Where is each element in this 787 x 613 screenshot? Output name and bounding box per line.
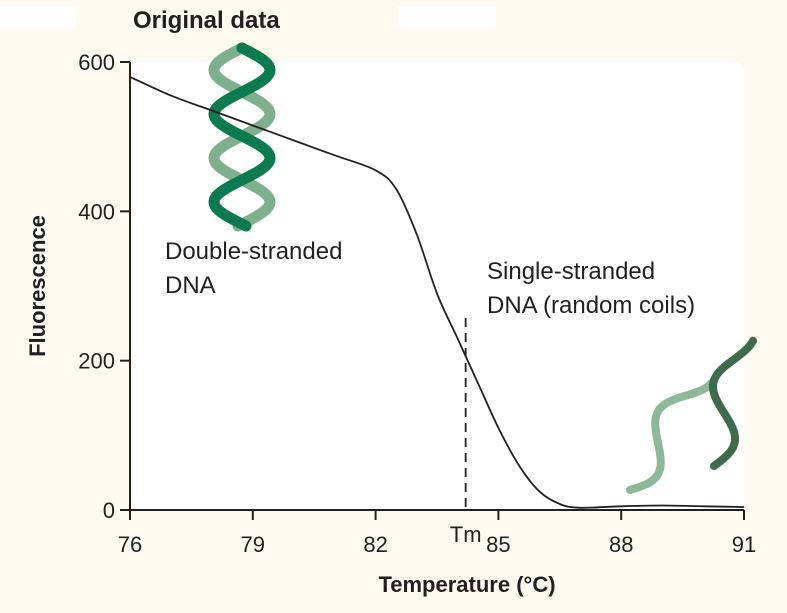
x-tick-label: 76 [118, 532, 142, 557]
header-box-left [0, 6, 76, 28]
helix-strand-dark [208, 42, 276, 232]
y-tick-label: 600 [78, 50, 115, 75]
y-tick-label: 0 [103, 498, 115, 523]
annotation-double-line1: Double-stranded [165, 238, 342, 265]
x-tick-label: 82 [363, 532, 387, 557]
y-tick-label: 400 [78, 199, 115, 224]
x-tick-label: 91 [732, 532, 756, 557]
y-ticks: 0 200 400 600 [78, 50, 130, 523]
coil-strand-left [626, 376, 718, 494]
x-ticks: 76 79 82 85 88 91 [118, 510, 756, 557]
x-axis-title: Temperature (°C) [378, 572, 555, 597]
annotation-double-line2: DNA [165, 272, 216, 299]
annotation-single-line1: Single-stranded [487, 258, 655, 285]
tm-label: Tm [450, 522, 482, 547]
coil-strand-right [709, 336, 757, 470]
x-tick-label: 88 [609, 532, 633, 557]
y-tick-label: 200 [78, 349, 115, 374]
header-box-right [398, 6, 496, 28]
x-tick-label: 79 [241, 532, 265, 557]
single-strand-coils-icon [626, 336, 757, 494]
series-line [129, 76, 745, 509]
axes [129, 62, 744, 511]
double-helix-icon [208, 42, 276, 232]
annotation-single-line2: DNA (random coils) [487, 292, 695, 319]
y-axis-title: Fluorescence [25, 215, 50, 357]
x-tick-label: 85 [486, 532, 510, 557]
chart-title: Original data [133, 7, 280, 34]
plot-area [130, 62, 744, 510]
